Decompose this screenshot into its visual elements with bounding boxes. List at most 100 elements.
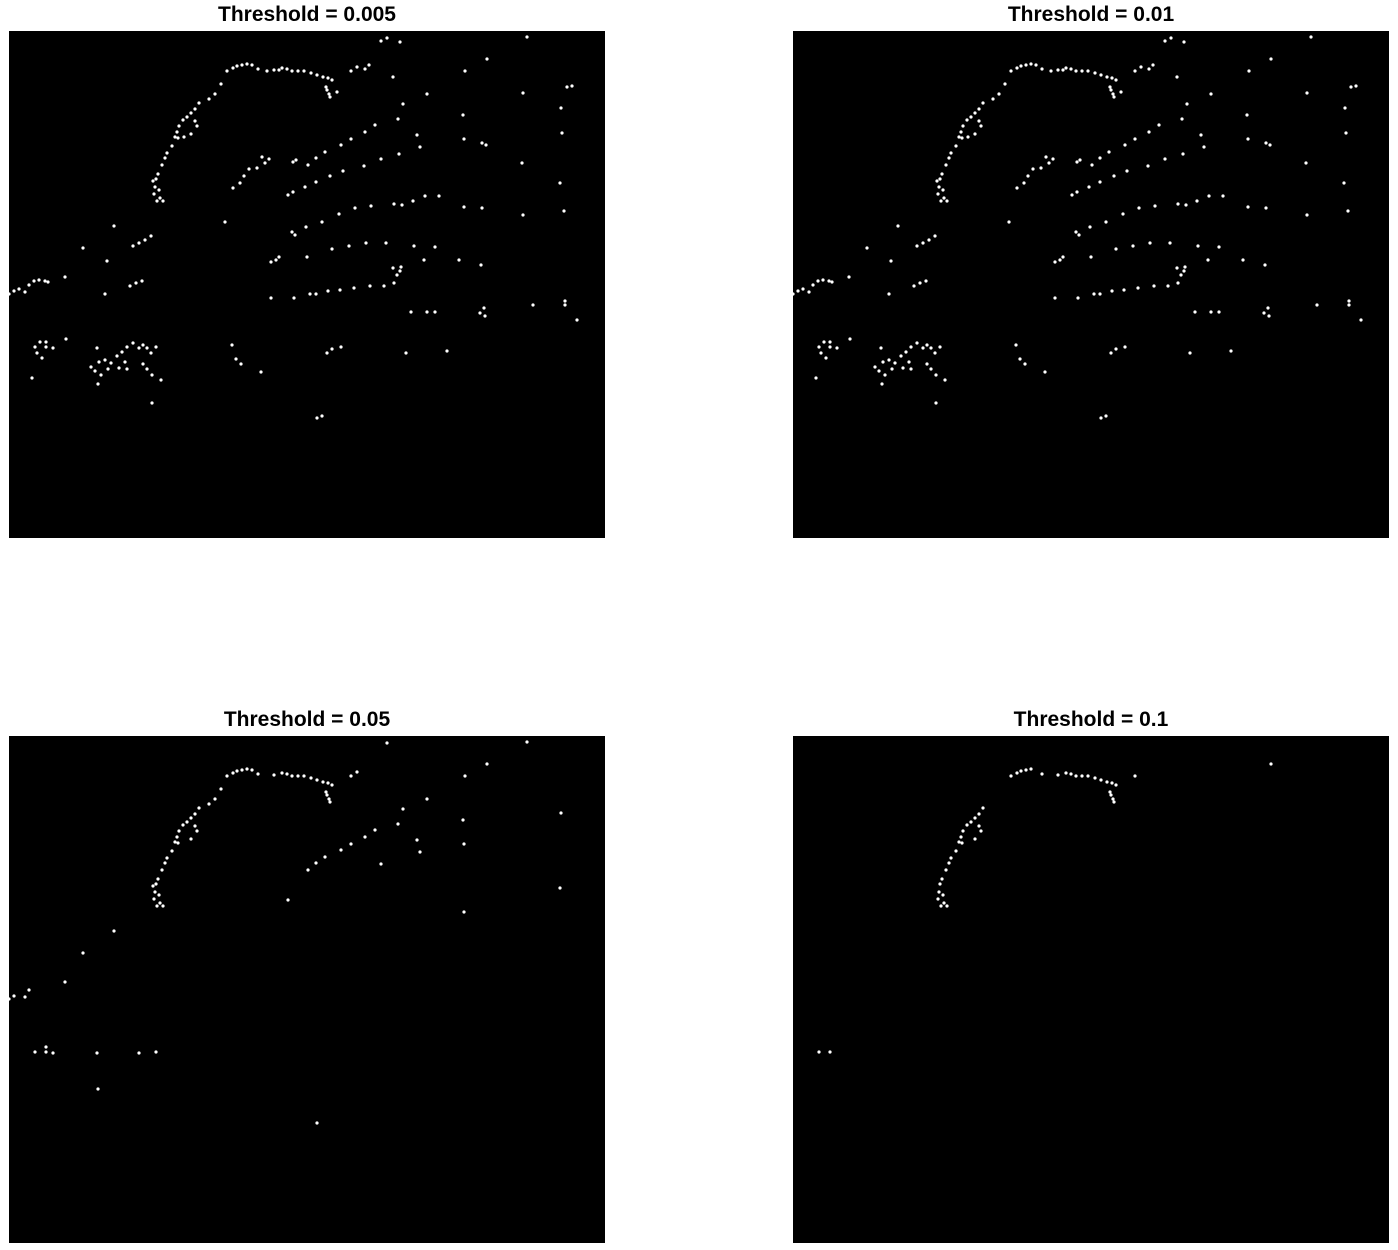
corner-point — [949, 151, 953, 155]
corner-point — [1098, 156, 1102, 160]
corner-point — [957, 135, 961, 139]
corner-point — [1347, 303, 1351, 307]
image-axes — [9, 31, 605, 538]
corner-point — [1179, 273, 1183, 277]
corner-point — [939, 904, 943, 908]
corner-point — [848, 337, 852, 341]
corner-point — [821, 278, 825, 282]
corner-point — [1209, 310, 1213, 314]
corner-point — [1015, 66, 1019, 70]
corner-point — [1266, 306, 1270, 310]
corner-point — [327, 92, 331, 96]
corner-point — [306, 868, 310, 872]
corner-point — [954, 144, 958, 148]
corner-point — [379, 157, 383, 161]
corner-point — [1018, 357, 1022, 361]
corner-point — [1267, 314, 1271, 318]
corner-point — [325, 793, 329, 797]
corner-point — [901, 366, 905, 370]
corner-point — [177, 829, 181, 833]
corner-point — [159, 378, 163, 382]
corner-point — [877, 369, 881, 373]
corner-point — [960, 136, 964, 140]
corner-point — [193, 812, 197, 816]
corner-point — [887, 292, 891, 296]
corner-point — [961, 829, 965, 833]
corner-point — [1014, 343, 1018, 347]
corner-point — [112, 224, 116, 228]
corner-point — [9, 292, 11, 296]
corner-point — [272, 773, 276, 777]
corner-point — [1133, 69, 1137, 73]
corner-point — [1078, 158, 1082, 162]
corner-point — [563, 299, 567, 303]
corner-point — [484, 143, 488, 147]
corner-point — [1074, 69, 1078, 73]
corner-point — [575, 318, 579, 322]
corner-point — [219, 82, 223, 86]
corner-point — [1034, 63, 1038, 67]
corner-point — [189, 837, 193, 841]
corner-point — [433, 245, 437, 249]
corner-point — [935, 179, 939, 183]
corner-point — [1188, 351, 1192, 355]
corner-point — [1175, 75, 1179, 79]
corner-point — [97, 360, 101, 364]
corner-point — [966, 135, 970, 139]
corner-point — [1105, 75, 1109, 79]
corner-point — [175, 835, 179, 839]
corner-point — [320, 220, 324, 224]
corner-point — [96, 382, 100, 386]
corner-point — [353, 206, 357, 210]
corner-point — [145, 367, 149, 371]
corner-point — [64, 337, 68, 341]
corner-point — [945, 199, 949, 203]
corner-point — [1044, 155, 1048, 159]
corner-point — [959, 835, 963, 839]
corner-point — [177, 124, 181, 128]
corner-point — [27, 988, 31, 992]
corner-point — [1151, 63, 1155, 67]
corner-point — [1064, 66, 1068, 70]
corner-point — [1133, 137, 1137, 141]
corner-point — [1354, 84, 1358, 88]
corner-point — [44, 345, 48, 349]
corner-point — [1264, 141, 1268, 145]
corner-point — [294, 158, 298, 162]
corner-point — [103, 292, 107, 296]
corner-point — [396, 822, 400, 826]
corner-point — [938, 882, 942, 886]
corner-point — [341, 169, 345, 173]
corner-point — [44, 1045, 48, 1049]
corner-point — [1099, 416, 1103, 420]
corner-point — [1195, 199, 1199, 203]
corner-point — [330, 78, 334, 82]
corner-point — [521, 213, 525, 217]
corner-point — [1086, 69, 1090, 73]
corner-point — [828, 1050, 832, 1054]
corner-point — [1111, 92, 1115, 96]
corner-point — [909, 367, 913, 371]
corner-point — [934, 373, 938, 377]
corner-point — [1125, 169, 1129, 173]
corner-point — [326, 76, 330, 80]
corner-point — [400, 203, 404, 207]
corner-point — [269, 260, 273, 264]
corner-point — [95, 1051, 99, 1055]
corner-point — [321, 780, 325, 784]
corner-point — [330, 247, 334, 251]
corner-point — [160, 868, 164, 872]
corner-point — [176, 136, 180, 140]
corner-point — [1349, 85, 1353, 89]
corner-point — [1031, 167, 1035, 171]
corner-point — [304, 225, 308, 229]
corner-point — [933, 351, 937, 355]
corner-point — [828, 340, 832, 344]
corner-point — [1153, 204, 1157, 208]
corner-point — [182, 135, 186, 139]
corner-point — [415, 838, 419, 842]
corner-point — [1123, 143, 1127, 147]
corner-point — [128, 284, 132, 288]
corner-point — [1184, 203, 1188, 207]
corner-point — [1305, 91, 1309, 95]
